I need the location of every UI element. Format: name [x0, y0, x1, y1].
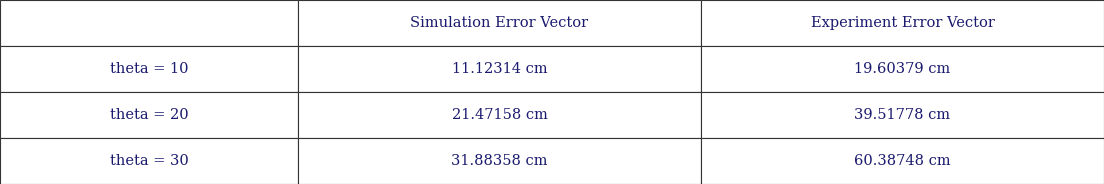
Text: 19.60379 cm: 19.60379 cm	[854, 62, 951, 76]
Bar	[298, 46, 701, 92]
Bar	[701, 138, 1104, 184]
Bar	[298, 138, 701, 184]
Text: 31.88358 cm: 31.88358 cm	[452, 154, 548, 168]
Bar	[701, 92, 1104, 138]
Bar	[701, 0, 1104, 46]
Text: 60.38748 cm: 60.38748 cm	[854, 154, 951, 168]
Text: theta = 10: theta = 10	[109, 62, 189, 76]
Bar	[0, 92, 298, 138]
Bar	[0, 46, 298, 92]
Bar	[0, 138, 298, 184]
Bar	[298, 0, 701, 46]
Text: theta = 20: theta = 20	[109, 108, 189, 122]
Text: Simulation Error Vector: Simulation Error Vector	[411, 16, 588, 30]
Text: 11.12314 cm: 11.12314 cm	[452, 62, 548, 76]
Text: 21.47158 cm: 21.47158 cm	[452, 108, 548, 122]
Text: theta = 30: theta = 30	[109, 154, 189, 168]
Bar	[701, 46, 1104, 92]
Text: 39.51778 cm: 39.51778 cm	[854, 108, 951, 122]
Bar	[0, 0, 298, 46]
Text: Experiment Error Vector: Experiment Error Vector	[810, 16, 995, 30]
Bar	[298, 92, 701, 138]
